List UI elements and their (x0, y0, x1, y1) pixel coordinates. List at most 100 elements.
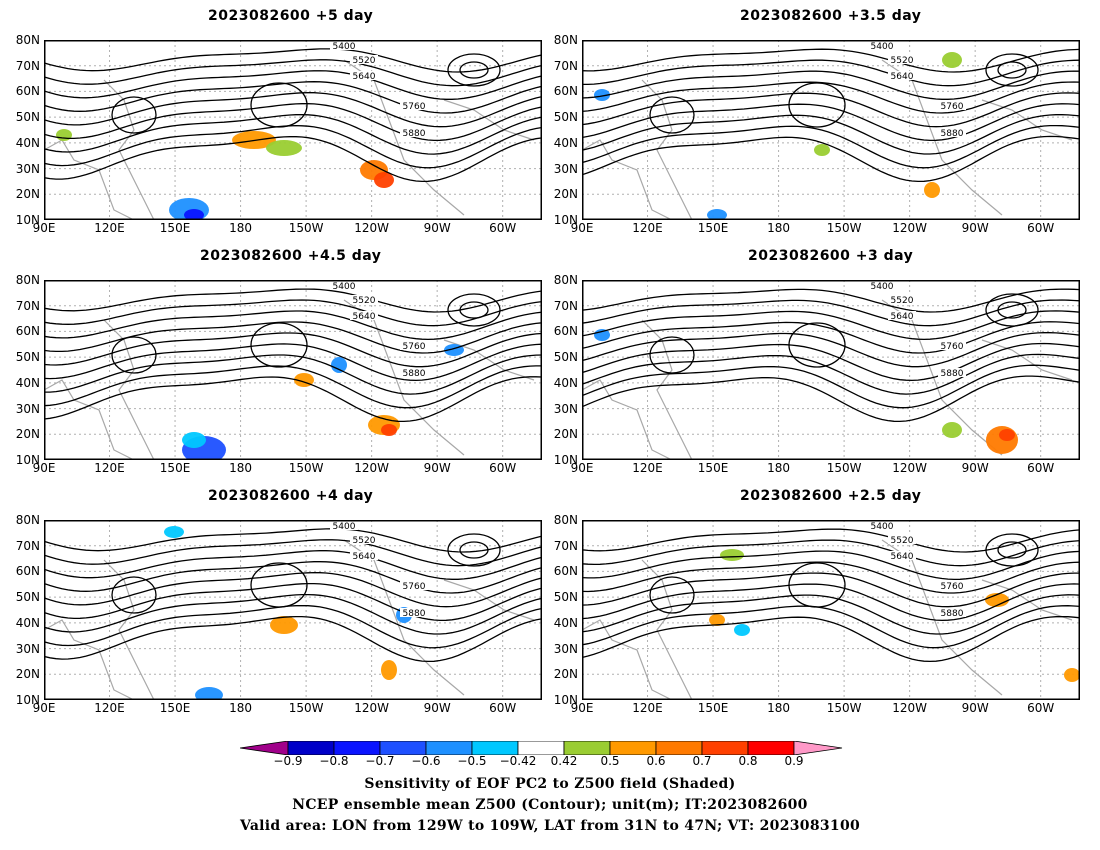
colorbar-swatch (747, 740, 795, 756)
lat-label: 70N (553, 58, 578, 73)
sensitivity-blob (266, 140, 302, 156)
panel-title-3: 2023082600 +4.5 day (200, 248, 382, 264)
lat-label: 80N (15, 33, 40, 47)
map-svg: 5400 5520 5640 5760 5880 (582, 280, 1080, 460)
lat-label: 30N (15, 401, 40, 416)
z500-contour (44, 539, 542, 567)
z500-contour (44, 354, 542, 395)
sensitivity-blob (999, 429, 1015, 441)
map-panel-2: 5400 5520 5640 5760 5880 (582, 40, 1080, 220)
z500-contour (582, 364, 1080, 409)
lon-label: 150W (288, 461, 324, 475)
lon-label: 150E (697, 461, 729, 475)
z500-contour (582, 375, 1080, 423)
sensitivity-blob (986, 426, 1018, 454)
panel-title-2: 2023082600 +3.5 day (740, 8, 922, 24)
contour-label: 5760 (941, 342, 964, 352)
sensitivity-blob (381, 660, 397, 680)
lon-label: 120W (354, 461, 390, 475)
z500-contour (44, 332, 542, 368)
colorbar-swatch (655, 740, 703, 756)
lon-label: 150W (826, 701, 862, 715)
z500-contour (44, 81, 542, 114)
contour-label: 5520 (891, 56, 914, 66)
z500-contour (582, 59, 1080, 87)
colorbar-tick: −0.9 (273, 754, 303, 768)
contour-label: 5640 (891, 312, 914, 322)
lat-label: 40N (553, 375, 578, 390)
z500-contour (582, 550, 1080, 581)
lat-label: 70N (15, 58, 40, 73)
lat-label: 10N (553, 213, 578, 227)
lat-label: 60N (15, 564, 40, 579)
lat-label: 70N (553, 538, 578, 553)
lon-label: 90W (961, 461, 989, 475)
colorbar-svg (239, 740, 843, 756)
contour-label: 5880 (403, 369, 426, 379)
lat-label: 70N (15, 298, 40, 313)
z500-contour (44, 113, 542, 155)
lon-label: 90E (570, 221, 594, 235)
sensitivity-blob (331, 357, 347, 373)
lat-label: 10N (15, 693, 40, 707)
lon-label: 180 (229, 461, 253, 475)
colorbar-tick: 0.5 (600, 754, 620, 768)
z500-contour (44, 310, 542, 341)
contour-label: 5760 (403, 582, 426, 592)
caption-line-3: Valid area: LON from 129W to 109W, LAT f… (239, 818, 861, 834)
lon-label: 60W (489, 701, 517, 715)
z500-contour (44, 92, 542, 128)
lat-label: 60N (553, 324, 578, 339)
lon-label: 90E (32, 701, 56, 715)
lat-label: 10N (15, 213, 40, 227)
lon-label: 150W (826, 461, 862, 475)
colorbar-tick: 0.42 (550, 754, 578, 768)
z500-contour (582, 332, 1080, 368)
lat-label: 20N (15, 187, 40, 202)
contour-label: 5400 (333, 522, 356, 532)
contour-label: 5880 (941, 129, 964, 139)
z500-contour (44, 561, 542, 594)
lat-label: 20N (553, 667, 578, 682)
colorbar-swatch (609, 740, 657, 756)
lat-label: 80N (553, 513, 578, 527)
z500-contour (582, 321, 1080, 354)
lat-label: 50N (15, 590, 40, 605)
lat-label: 50N (15, 350, 40, 365)
lon-label: 150E (159, 221, 191, 235)
z500-contour (582, 124, 1080, 169)
z500-contour (582, 92, 1080, 128)
colorbar-tick: −0.5 (457, 754, 487, 768)
lon-label: 120W (892, 461, 928, 475)
contour-label: 5400 (871, 42, 894, 52)
lon-label: 150W (288, 221, 324, 235)
z500-contour (44, 103, 542, 142)
z500-contour (582, 594, 1080, 635)
lat-label: 60N (553, 564, 578, 579)
sensitivity-blob (270, 616, 298, 634)
z500-contour (582, 114, 1080, 155)
sensitivity-blob (594, 329, 610, 341)
lon-label: 60W (1027, 221, 1055, 235)
contour-label: 5880 (403, 609, 426, 619)
z500-contour (582, 103, 1080, 142)
lat-label: 30N (15, 161, 40, 176)
lat-label: 10N (553, 693, 578, 707)
lon-label: 90W (423, 221, 451, 235)
sensitivity-blob (942, 52, 962, 68)
map-svg: 5400 5520 5640 5760 5880 (44, 40, 542, 220)
z500-contour (582, 288, 1080, 313)
contour-label: 5880 (941, 369, 964, 379)
lon-label: 120E (94, 701, 125, 715)
lon-label: 60W (489, 221, 517, 235)
lon-label: 90E (570, 461, 594, 475)
lon-label: 90E (32, 461, 56, 475)
sensitivity-blob (594, 89, 610, 101)
lon-label: 150E (159, 461, 191, 475)
colorbar-swatch (701, 740, 749, 756)
lat-label: 40N (15, 135, 40, 150)
z500-contour (44, 604, 542, 649)
lon-label: 60W (1027, 461, 1055, 475)
lon-label: 60W (1027, 701, 1055, 715)
lon-label: 180 (767, 461, 791, 475)
